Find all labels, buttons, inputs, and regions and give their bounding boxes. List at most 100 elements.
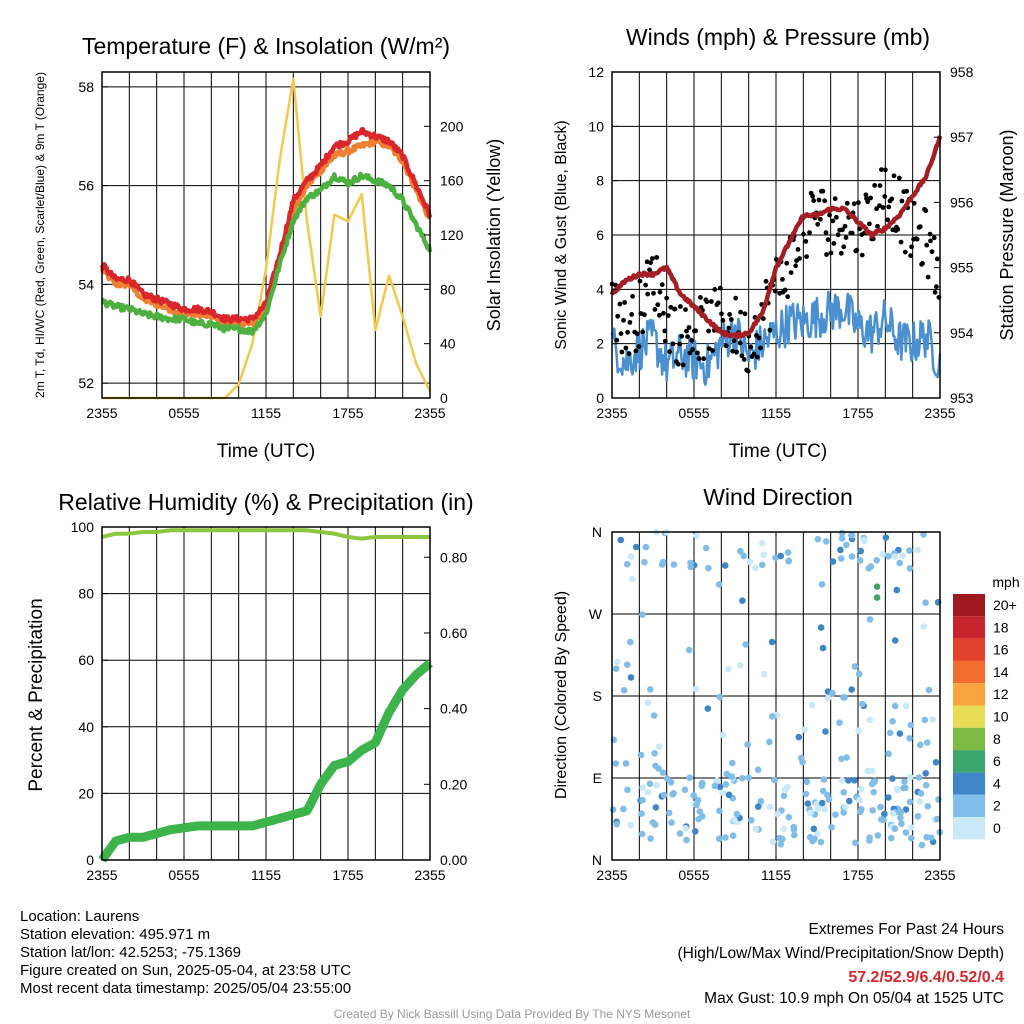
dir-point [620,805,627,813]
rh-xtick-label: 0555 [168,867,199,883]
dir-ytick-label: S [593,688,602,704]
dir-point [879,550,886,558]
wind-gust-point [923,208,929,214]
legend-label: 6 [993,753,1001,769]
dir-point [622,760,630,767]
dir-point [784,549,792,556]
dir-point [668,819,675,826]
wind-gust-point [636,344,642,349]
dir-point [686,774,693,781]
dir-y-axis-label: Direction (Colored By Speed) [553,591,570,799]
dir-point [929,716,937,723]
rh-ytick-label: 20 [78,785,94,801]
dir-point [802,790,810,798]
dir-point [873,583,881,590]
dir-point [917,790,925,797]
rh-ytick-label: 40 [78,719,94,735]
dir-point [804,800,812,807]
wind-pressure-line [609,135,943,340]
dir-point [716,807,723,815]
dir-point [817,624,825,631]
wind-gust-point [670,341,676,347]
dir-point [780,825,788,833]
dir-point [799,758,806,766]
wind-gust-point [704,299,710,305]
dir-point [874,832,882,839]
wind-ytick-right-label: 953 [950,390,974,406]
wind-gust-point [630,293,635,299]
wind-gust-point [626,351,632,357]
wind-gust-point [662,338,668,344]
dir-point [624,786,631,794]
dir-point [664,775,671,782]
dir-point [759,561,766,569]
wind-gust-point [664,295,670,301]
extremes-values: 57.2/52.9/6.4/0.52/0.4 [848,969,1004,986]
dir-point [840,789,847,796]
wind-gust-point [727,312,732,317]
legend-label: 18 [993,619,1009,635]
dir-point [873,557,880,564]
wind-gust-point [643,282,648,288]
dir-point [685,646,693,654]
dir-point [907,824,915,831]
dir-point [814,535,822,543]
dir-point [838,755,845,763]
wind-gust-point [931,235,937,241]
dir-point [715,835,723,842]
wind-ytick-right-label: 958 [950,64,974,80]
wind-gust-point [811,198,817,204]
temp-y-axis-label: 2m T, Td, HI/WC (Red, Green, Scarlet/Blu… [33,72,47,398]
dir-point [838,535,846,542]
dir-point [851,663,859,670]
dir-point [623,661,631,668]
extremes-subtitle: (High/Low/Max Wind/Precipitation/Snow De… [677,945,1005,962]
wind-gust-point [640,329,646,335]
rh-precip-line [98,659,434,863]
dir-point [652,762,659,770]
dir-point [896,730,904,737]
wind-gust-point [807,230,812,236]
dir-point [846,797,853,805]
dir-point [737,662,744,669]
temp-series-line-3 [100,171,433,336]
dir-point [748,817,755,824]
rh-ytick-label: 60 [78,652,94,668]
wind-gust-point [696,356,702,361]
dir-point [918,841,926,849]
wind-gust-point [706,328,711,334]
dir-point [856,557,864,564]
rh-y-axis-label: Percent & Precipitation [26,598,47,791]
wind-ytick-right-label: 954 [950,325,974,341]
dir-point [808,701,816,709]
dir-point [837,546,844,554]
dir-point [723,770,731,778]
dir-point [758,539,766,547]
wind-gust-point [715,300,721,306]
wind-gust-point [880,205,886,210]
temp-ytick-right-label: 40 [440,336,456,352]
dir-point [866,834,873,841]
dir-point [873,594,881,601]
dir-point [692,685,700,693]
recent-data-timestamp: Most recent data timestamp: 2025/05/04 2… [20,980,352,997]
dir-point [813,830,821,837]
rh-humidity-line [101,528,431,541]
dir-point [670,561,678,568]
dir-ytick-label: N [592,852,602,868]
wind-gust-point [898,239,904,245]
wind-gust-point [818,216,823,222]
dir-point [932,759,940,766]
dir-point [683,836,690,844]
dir-point [627,674,635,681]
dir-point [682,825,689,832]
wind-xtick-label: 0555 [678,405,709,421]
wind-gust-point [668,304,674,310]
dir-point [829,558,837,565]
wind-chart-title: Winds (mph) & Pressure (mb) [626,24,930,50]
wind-xtick-label: 1755 [842,405,873,421]
legend-label: 0 [993,820,1001,836]
legend-swatch [953,705,985,728]
temp-ytick-right-label: 160 [440,173,464,189]
wind-gust-point [726,325,732,331]
